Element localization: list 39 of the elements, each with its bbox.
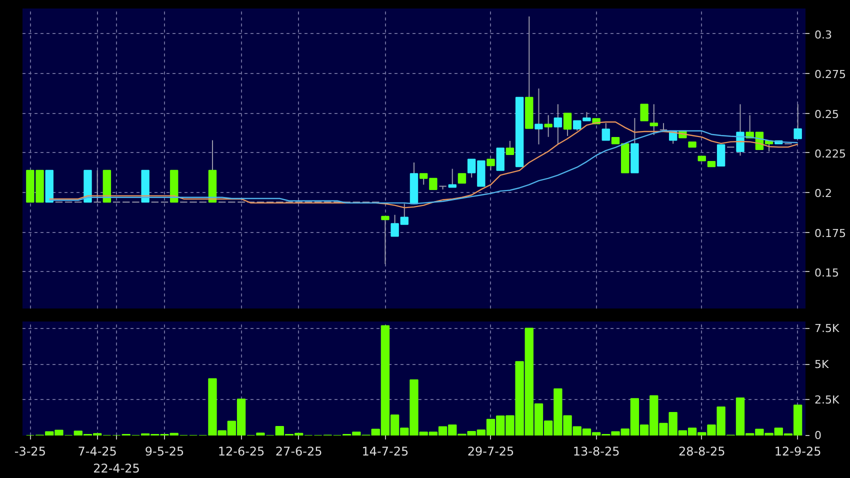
y-tick-label: 0 xyxy=(814,429,822,442)
x-tick-label: 14-7-25 xyxy=(362,444,409,458)
y-tick-label: 0.175 xyxy=(814,226,846,240)
candlestick xyxy=(534,88,543,145)
candlestick xyxy=(544,114,552,138)
candlestick xyxy=(602,122,610,141)
x-tick-label: -3-25 xyxy=(14,444,46,458)
candlestick xyxy=(381,216,390,265)
x-tick-label: 7-4-25 xyxy=(78,444,117,458)
y-tick-label: 7.5K xyxy=(814,322,840,336)
x-tick-label: 9-5-25 xyxy=(144,444,184,458)
candlestick xyxy=(659,122,668,130)
candlestick xyxy=(506,140,514,156)
y-tick-label: 0.225 xyxy=(814,147,846,160)
y-tick-label: 2.5K xyxy=(814,393,840,406)
y-tick-label: 0.275 xyxy=(814,68,846,82)
x-tick-label: 28-8-25 xyxy=(678,444,726,458)
y-tick-label: 0.25 xyxy=(814,108,839,121)
candlestick xyxy=(554,104,562,145)
x-tick-label: 29-7-25 xyxy=(467,444,514,458)
candlestick xyxy=(93,170,102,203)
y-tick-label: 0.3 xyxy=(814,28,832,42)
y-tick-label: 5K xyxy=(814,358,830,371)
x-tick-label: 22-4-25 xyxy=(93,461,140,476)
x-tick-label: 12-9-25 xyxy=(774,444,822,458)
y-tick-label: 0.15 xyxy=(814,266,839,280)
candlestick xyxy=(794,104,802,140)
x-tick-label: 27-6-25 xyxy=(275,444,322,458)
candlestick xyxy=(448,168,456,188)
candlestick xyxy=(640,104,648,122)
candlestick xyxy=(650,104,658,136)
y-tick-label: 0.2 xyxy=(814,187,832,200)
x-tick-label: 12-6-25 xyxy=(218,444,265,458)
candlestick xyxy=(496,148,504,171)
candlestick xyxy=(486,158,495,171)
candlestick xyxy=(716,144,726,166)
x-tick-label: 13-8-25 xyxy=(572,444,620,458)
candlestick xyxy=(563,112,572,136)
candlestick xyxy=(458,173,466,184)
